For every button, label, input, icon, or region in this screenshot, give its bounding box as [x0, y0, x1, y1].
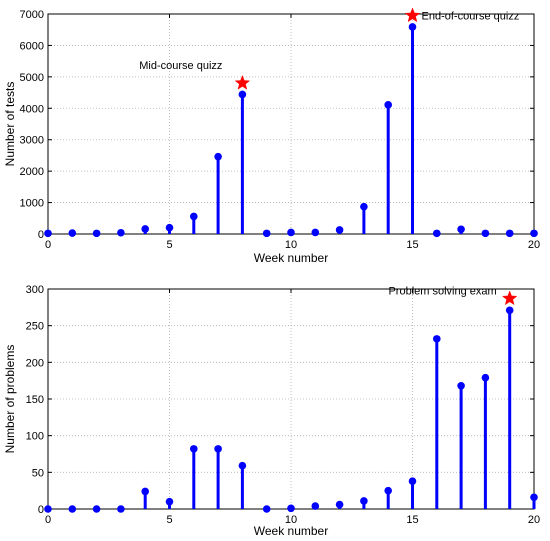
y-tick-label: 3000	[20, 135, 44, 147]
stem-marker	[481, 229, 490, 238]
stem-marker	[408, 477, 417, 485]
x-tick-label: 10	[285, 239, 297, 251]
stem-marker	[505, 306, 514, 315]
stem-marker	[190, 445, 198, 453]
stem-marker	[457, 382, 465, 390]
stem-marker	[505, 229, 514, 238]
stem-marker	[92, 505, 101, 513]
stem-marker	[68, 505, 77, 513]
stem-marker	[262, 505, 271, 513]
y-axis-label: Number of problems	[3, 345, 17, 454]
annotation-star-icon	[501, 290, 518, 306]
stem-marker	[287, 228, 295, 237]
stem-marker	[165, 223, 174, 232]
stem-marker	[262, 229, 271, 238]
x-tick-label: 15	[406, 514, 418, 526]
stem-marker	[141, 487, 149, 496]
stem-marker	[214, 152, 222, 161]
y-tick-label: 150	[26, 394, 44, 406]
y-tick-label: 6000	[20, 40, 44, 52]
y-tick-label: 0	[38, 229, 44, 241]
stem-marker	[238, 90, 247, 99]
stem-marker	[214, 445, 222, 453]
stem-marker	[190, 212, 198, 221]
annotation-label: Problem solving exam	[388, 286, 496, 298]
annotation-label: Mid-course quizz	[139, 60, 222, 72]
stem-marker	[433, 335, 441, 343]
y-tick-label: 2000	[20, 166, 44, 178]
stem-marker	[384, 486, 393, 495]
stem-marker	[384, 101, 393, 109]
stem-marker	[165, 497, 174, 506]
stem-marker	[433, 229, 441, 238]
y-tick-label: 1000	[20, 198, 44, 210]
y-tick-label: 7000	[20, 9, 44, 21]
y-tick-label: 250	[26, 321, 44, 333]
stem-marker	[311, 228, 320, 237]
stem-marker	[530, 493, 538, 502]
annotation-star-icon	[234, 74, 251, 90]
x-tick-label: 5	[166, 514, 172, 526]
x-tick-label: 0	[45, 239, 51, 251]
stem-marker	[92, 229, 101, 238]
x-axis-label: Week number	[254, 251, 328, 265]
x-tick-label: 15	[406, 239, 418, 251]
stem-marker	[44, 505, 52, 513]
y-tick-label: 4000	[20, 103, 44, 115]
stem-marker	[117, 505, 125, 513]
y-tick-label: 0	[38, 504, 44, 516]
x-tick-label: 10	[285, 514, 297, 526]
y-tick-label: 5000	[20, 72, 44, 84]
y-tick-label: 300	[26, 284, 44, 296]
tests-chart: 0 5 10 15 20 0 1000 2000 3000 4000 5000 6000 7000 Wee…	[3, 7, 540, 265]
y-tick-label: 50	[32, 467, 44, 479]
stem-marker	[481, 373, 490, 382]
annotation-star-icon	[404, 7, 421, 23]
stem-marker	[335, 500, 344, 509]
y-tick-label: 200	[26, 357, 44, 369]
x-tick-label: 20	[528, 239, 540, 251]
stem-marker	[238, 461, 247, 470]
stem-marker	[141, 225, 149, 233]
x-tick-label: 0	[45, 514, 51, 526]
stem-marker	[68, 229, 77, 237]
annotation-label: End-of-course quizz	[422, 11, 520, 23]
stem-marker	[408, 23, 417, 31]
stem-marker	[44, 229, 52, 238]
y-tick-label: 100	[26, 431, 44, 443]
x-axis-label: Week number	[254, 524, 328, 538]
stem-marker	[311, 502, 320, 510]
stem-marker	[335, 226, 344, 234]
stem-marker	[117, 228, 125, 237]
stem-marker	[360, 497, 368, 505]
stem-marker	[530, 229, 538, 238]
x-tick-label: 20	[528, 514, 540, 526]
stem-marker	[287, 504, 295, 513]
x-tick-label: 5	[166, 239, 172, 251]
stem-marker	[457, 225, 465, 234]
stem-marker	[360, 202, 368, 211]
y-axis-label: Number of tests	[3, 82, 17, 167]
